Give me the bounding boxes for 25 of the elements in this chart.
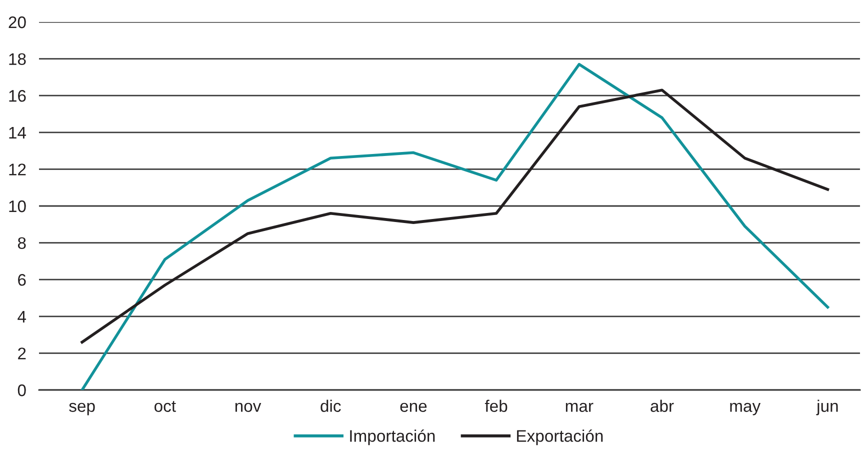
x-tick-label: ene bbox=[400, 402, 427, 412]
x-tick-label: may bbox=[730, 402, 761, 416]
legend-label: Importación bbox=[350, 429, 435, 446]
y-tick-label: 18 bbox=[9, 53, 26, 66]
y-tick-label: 20 bbox=[8, 16, 26, 28]
y-tick-label: 8 bbox=[18, 237, 26, 250]
y-tick-label: 6 bbox=[18, 274, 26, 286]
y-tick-label: 14 bbox=[9, 126, 26, 138]
y-tick-label: 10 bbox=[9, 200, 26, 212]
line-series bbox=[80, 62, 830, 390]
line-series bbox=[80, 88, 830, 344]
x-tick-label: feb bbox=[484, 400, 508, 412]
x-tick-label: sep bbox=[69, 402, 95, 416]
x-tick-label: oct bbox=[154, 401, 176, 412]
y-tick-label: 0 bbox=[18, 384, 26, 396]
y-tick-label: 16 bbox=[9, 90, 26, 102]
legend-label: Exportación bbox=[517, 429, 603, 446]
x-tick-label: jun bbox=[816, 400, 838, 416]
y-tick-label: 4 bbox=[18, 310, 26, 322]
y-tick-label: 2 bbox=[18, 348, 26, 360]
y-tick-label: 12 bbox=[9, 164, 26, 176]
x-tick-label: abr bbox=[650, 400, 674, 412]
x-tick-label: mar bbox=[566, 402, 594, 412]
x-tick-label: nov bbox=[235, 402, 262, 412]
x-tick-label: dic bbox=[320, 400, 341, 412]
